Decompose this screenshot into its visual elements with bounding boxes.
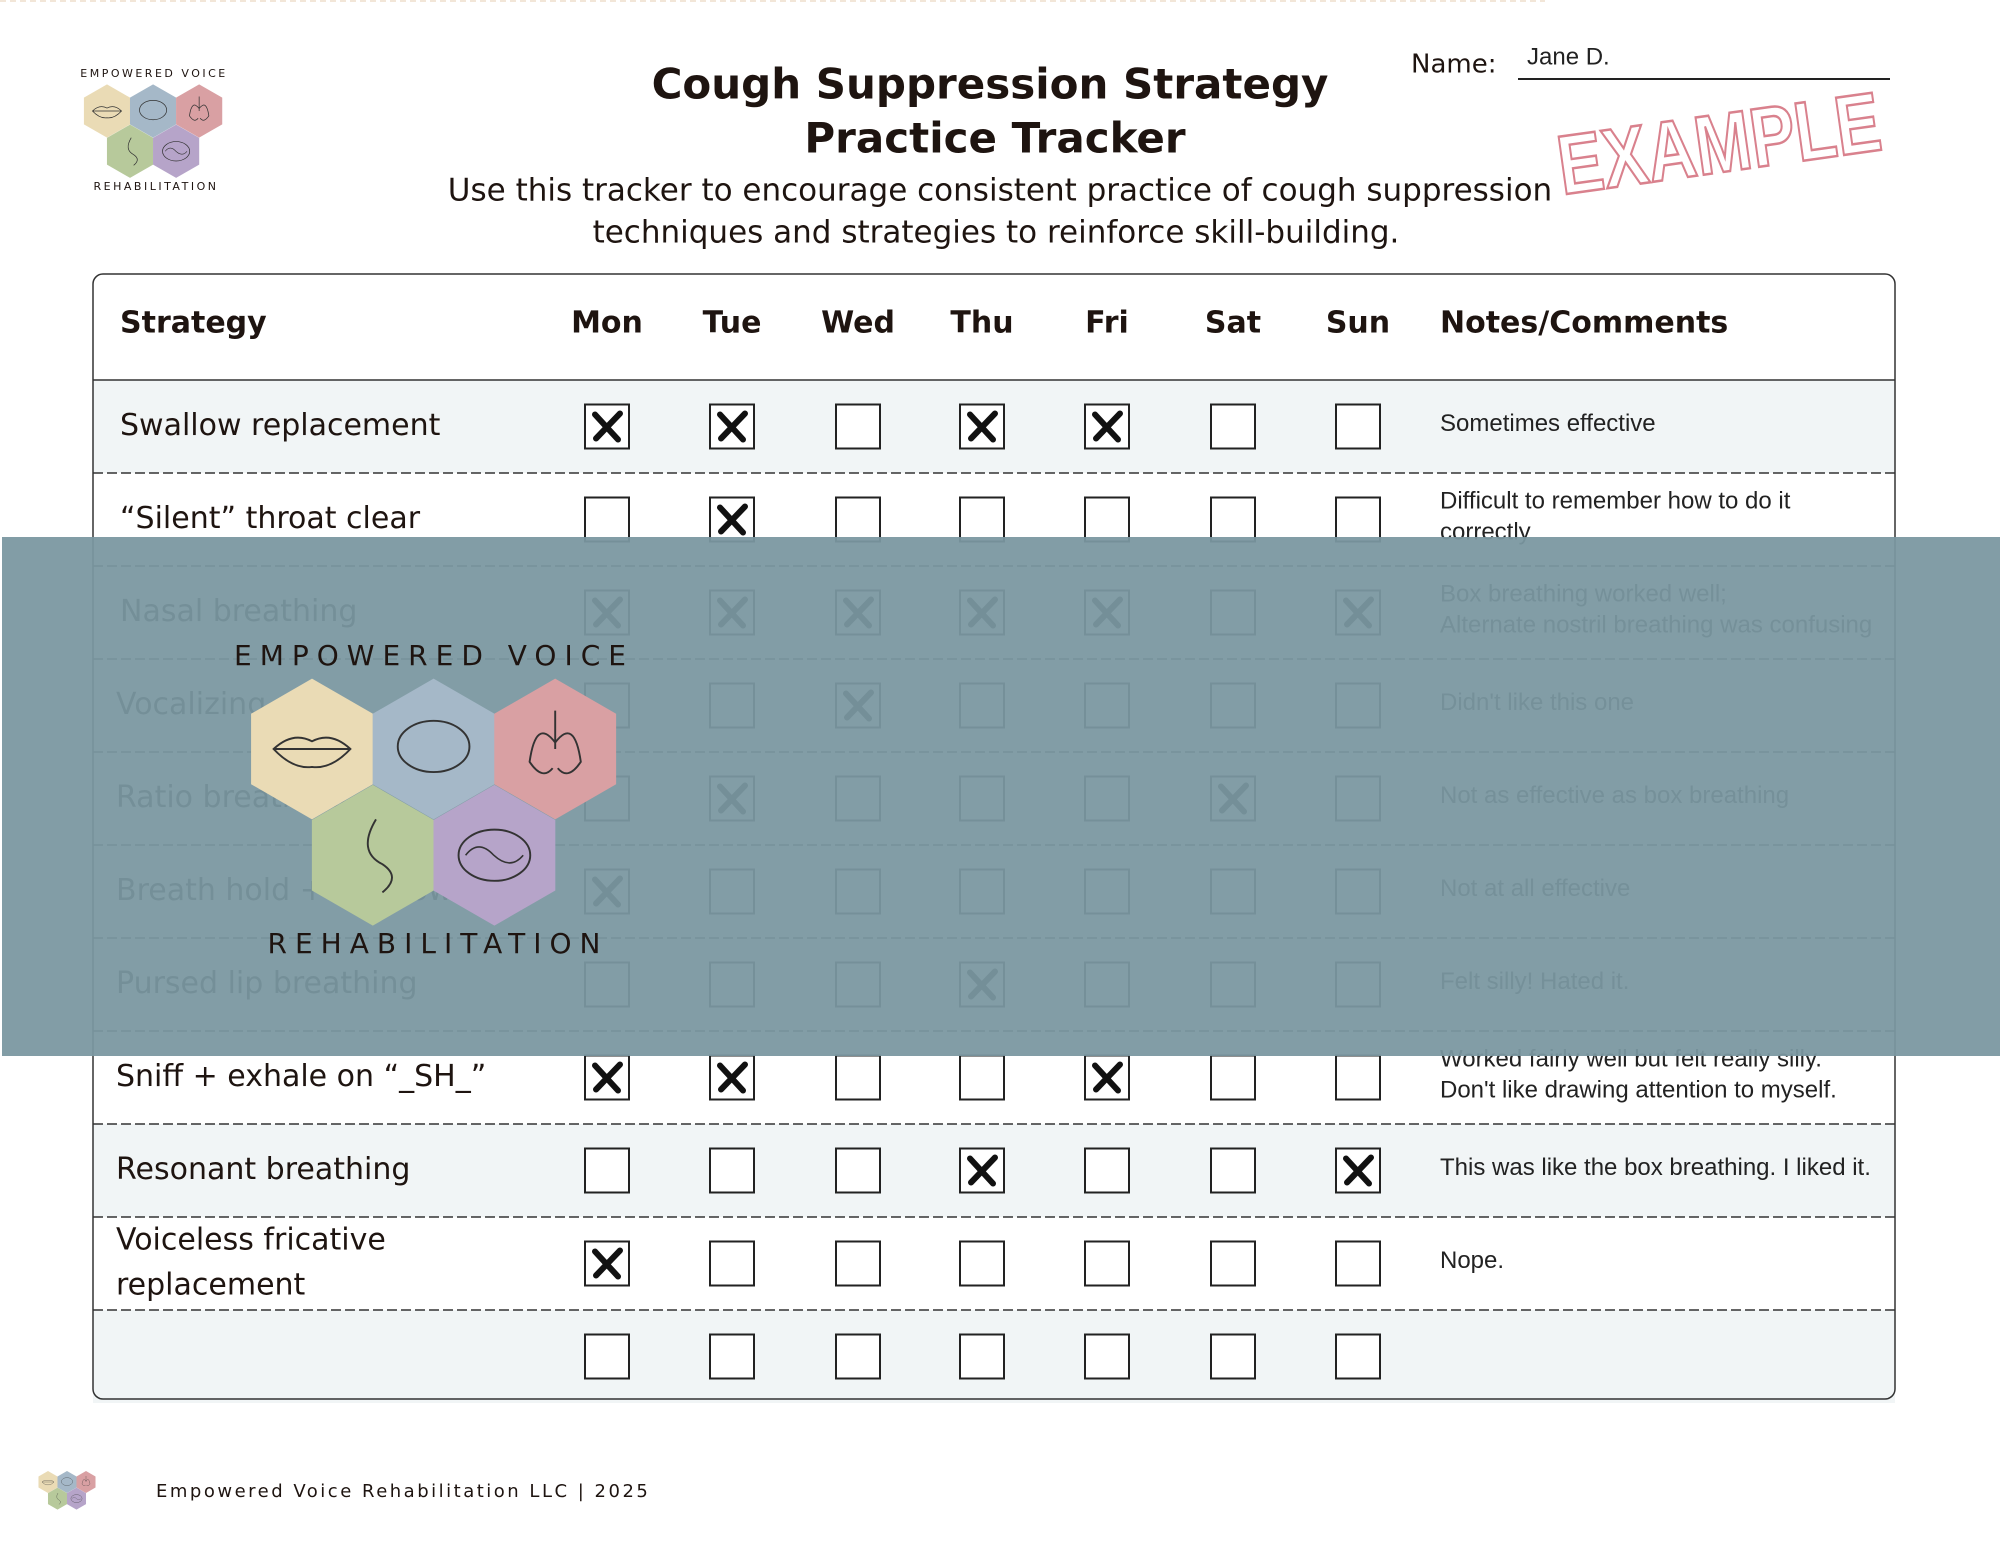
checkbox bbox=[1335, 1333, 1381, 1380]
note: Nope. bbox=[1440, 1247, 1504, 1274]
check-x bbox=[592, 410, 623, 443]
checkbox bbox=[1210, 1333, 1256, 1380]
header-logo: EMPOWERED VOICE REHABILITATION bbox=[80, 67, 227, 193]
checkbox bbox=[584, 1147, 630, 1194]
logo-top-text: EMPOWERED VOICE bbox=[80, 67, 227, 80]
subtitle-line: techniques and strategies to reinforce s… bbox=[593, 215, 1400, 251]
example-stamp: EXAMPLE bbox=[1552, 75, 1887, 213]
check-x bbox=[1092, 410, 1123, 443]
checkbox bbox=[1210, 496, 1256, 543]
checkbox bbox=[1335, 496, 1381, 543]
strategy-name: Resonant breathing bbox=[116, 1152, 410, 1187]
column-header: Notes/Comments bbox=[1440, 306, 1728, 341]
checkbox bbox=[1084, 1333, 1130, 1380]
checkbox bbox=[959, 1333, 1005, 1380]
note: Difficult to remember how to do it bbox=[1440, 487, 1791, 514]
strategy-name: Voiceless fricative bbox=[116, 1223, 386, 1258]
check-x bbox=[1092, 1061, 1123, 1094]
strategy-name: Sniff + exhale on “_SH_” bbox=[116, 1059, 486, 1094]
checkbox bbox=[709, 1147, 755, 1194]
check-x bbox=[717, 1061, 748, 1094]
column-header: Wed bbox=[821, 306, 895, 341]
footer-text: Empowered Voice Rehabilitation LLC | 202… bbox=[156, 1481, 650, 1502]
note: Don't like drawing attention to myself. bbox=[1440, 1076, 1837, 1103]
title-line: Cough Suppression Strategy bbox=[652, 60, 1329, 109]
footer-logo bbox=[38, 1470, 96, 1510]
strategy-name: Swallow replacement bbox=[120, 408, 441, 443]
check-x bbox=[717, 410, 748, 443]
check-x bbox=[592, 1061, 623, 1094]
checkbox bbox=[1084, 496, 1130, 543]
column-header: Strategy bbox=[120, 306, 267, 341]
check-x bbox=[967, 410, 998, 443]
checkbox bbox=[835, 496, 881, 543]
checkbox bbox=[1210, 403, 1256, 450]
checkbox bbox=[1210, 1054, 1256, 1101]
column-header: Sat bbox=[1205, 306, 1261, 341]
checkbox bbox=[1084, 1147, 1130, 1194]
checkbox bbox=[959, 496, 1005, 543]
checkbox bbox=[835, 403, 881, 450]
checkbox bbox=[1335, 1240, 1381, 1287]
column-header: Fri bbox=[1085, 306, 1129, 341]
checkbox bbox=[835, 1054, 881, 1101]
logo-bottom-text: REHABILITATION bbox=[94, 180, 219, 193]
checkbox bbox=[584, 496, 630, 543]
title-line: Practice Tracker bbox=[804, 114, 1185, 163]
check-x bbox=[592, 1247, 623, 1280]
overlay-banner: EMPOWERED VOICE REHABILITATION bbox=[2, 537, 2000, 1056]
check-x bbox=[967, 1154, 998, 1187]
logo-mark bbox=[83, 83, 223, 179]
name-value: Jane D. bbox=[1527, 43, 1610, 70]
checkbox bbox=[709, 1333, 755, 1380]
subtitle-line: Use this tracker to encourage consistent… bbox=[448, 173, 1552, 209]
column-header: Sun bbox=[1326, 306, 1390, 341]
checkbox bbox=[1335, 403, 1381, 450]
checkbox bbox=[959, 1240, 1005, 1287]
checkbox bbox=[959, 1054, 1005, 1101]
checkbox bbox=[1210, 1240, 1256, 1287]
checkbox bbox=[1335, 1054, 1381, 1101]
column-header: Thu bbox=[950, 306, 1013, 341]
checkbox bbox=[1210, 1147, 1256, 1194]
strategy-name: “Silent” throat clear bbox=[120, 501, 421, 536]
checkbox bbox=[584, 1333, 630, 1380]
column-header: Mon bbox=[571, 306, 643, 341]
checkbox bbox=[1084, 1240, 1130, 1287]
checkbox bbox=[709, 1240, 755, 1287]
overlay-logo-bottom: REHABILITATION bbox=[268, 927, 609, 960]
check-x bbox=[1343, 1154, 1374, 1187]
checkbox bbox=[835, 1333, 881, 1380]
name-label: Name: bbox=[1411, 50, 1496, 80]
strategy-name: replacement bbox=[116, 1268, 306, 1303]
checkbox bbox=[835, 1240, 881, 1287]
column-header: Tue bbox=[703, 306, 762, 341]
check-x bbox=[717, 503, 748, 536]
note: Sometimes effective bbox=[1440, 410, 1656, 437]
note: This was like the box breathing. I liked… bbox=[1440, 1154, 1871, 1181]
overlay-logo-top: EMPOWERED VOICE bbox=[234, 639, 634, 672]
checkbox bbox=[835, 1147, 881, 1194]
